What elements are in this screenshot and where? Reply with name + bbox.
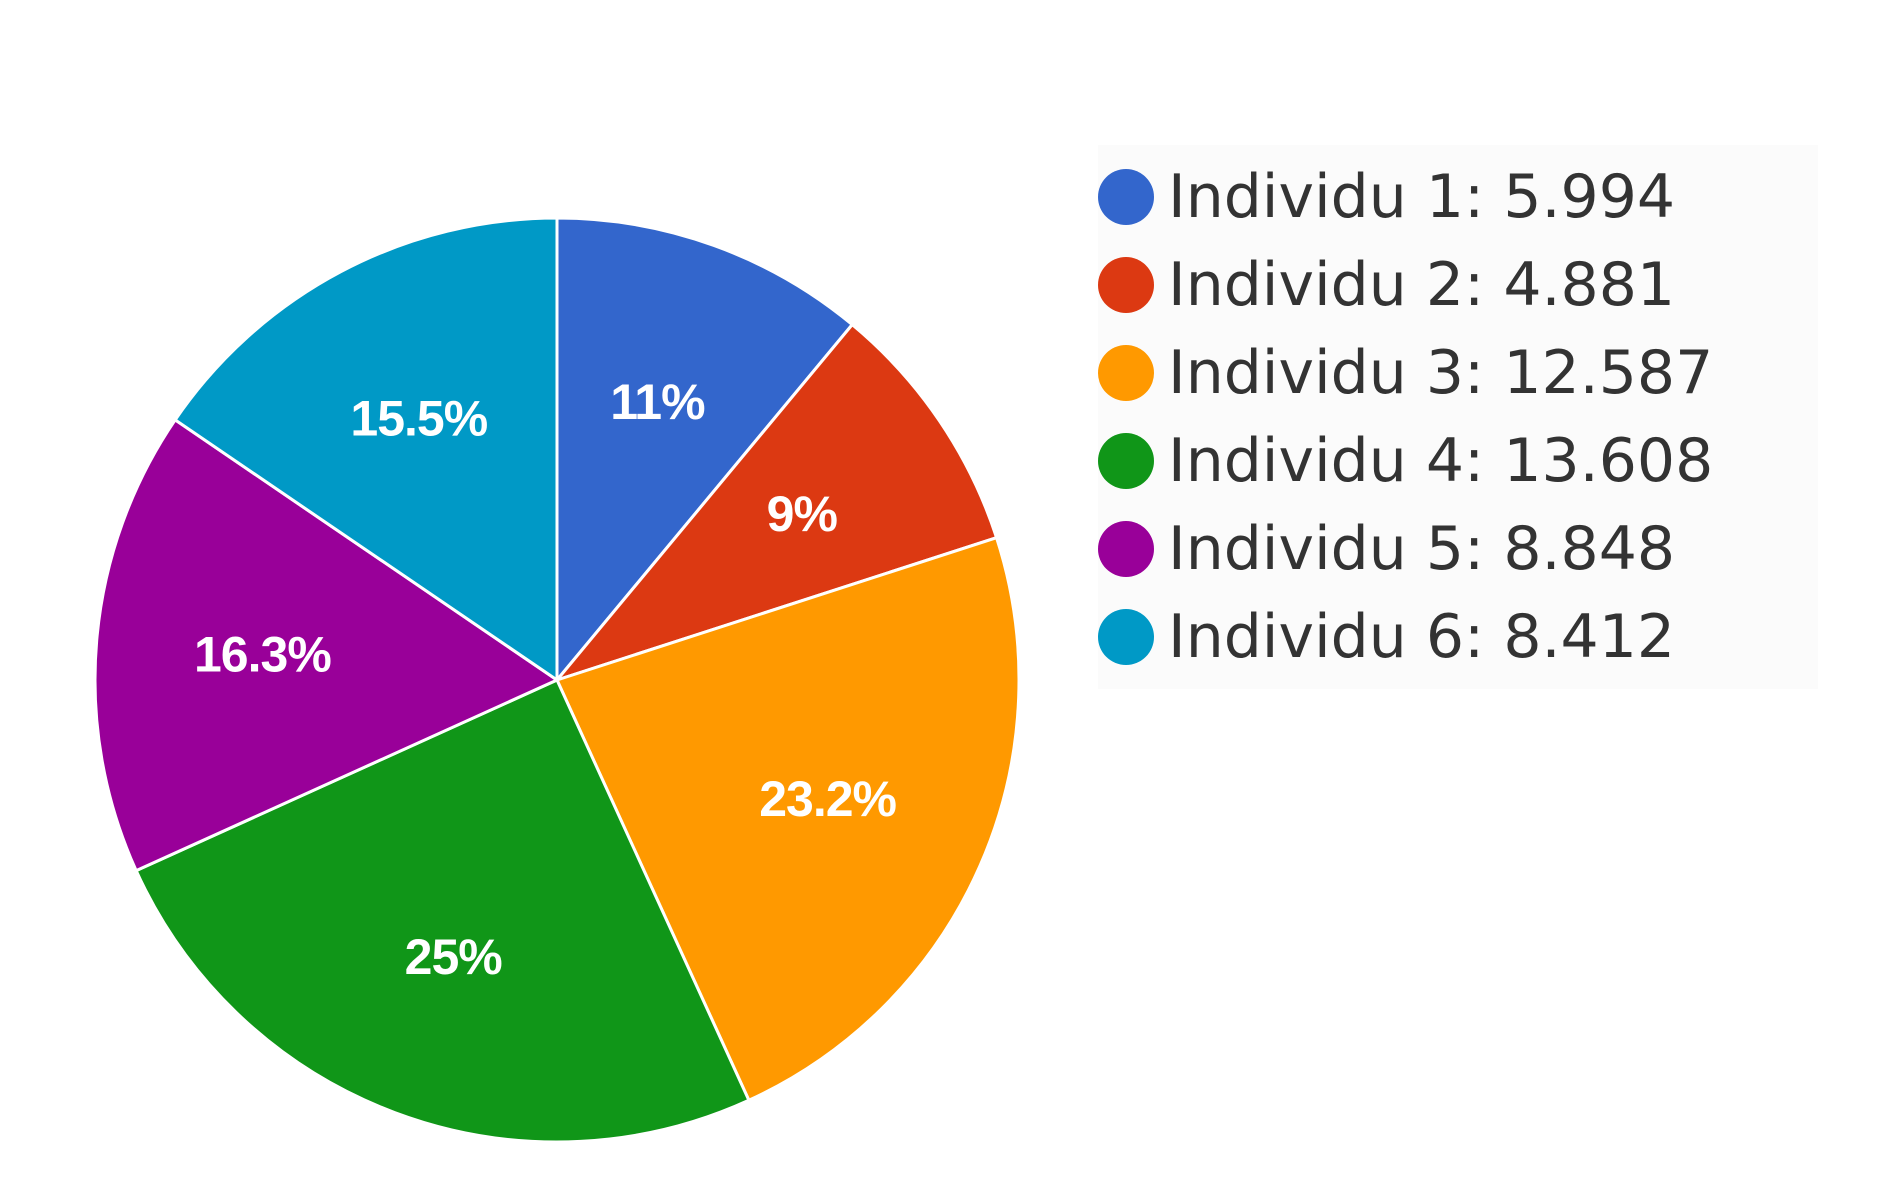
legend-label: Individu 1: 5.994 <box>1168 162 1676 232</box>
pie-slice-individu-3 <box>554 535 1021 1103</box>
legend-series-name: Individu 5 <box>1168 514 1465 584</box>
pie-slice-individu-4 <box>134 678 751 1144</box>
legend-label: Individu 4: 13.608 <box>1168 426 1714 496</box>
legend-color-dot-icon <box>1098 257 1154 313</box>
pie-slice-individu-5 <box>93 417 561 873</box>
legend-color-dot-icon <box>1098 433 1154 489</box>
slice-percent-label-3: 23.2% <box>759 771 896 827</box>
pie-slice-individu-2 <box>552 322 999 684</box>
legend-series-name: Individu 1 <box>1168 162 1465 232</box>
pie-slice-individu-1 <box>555 216 855 685</box>
legend-color-dot-icon <box>1098 609 1154 665</box>
slice-percent-label-4: 25% <box>405 929 503 985</box>
legend-series-name: Individu 4 <box>1168 426 1465 496</box>
legend-series-value: 8.412 <box>1503 602 1676 672</box>
legend-label: Individu 5: 8.848 <box>1168 514 1676 584</box>
legend-item-individu-6: Individu 6: 8.412 <box>1098 593 1818 681</box>
slice-percent-label-6: 15.5% <box>350 391 487 447</box>
legend-series-name: Individu 6 <box>1168 602 1465 672</box>
slice-percent-label-2: 9% <box>767 486 838 542</box>
legend-item-individu-2: Individu 2: 4.881 <box>1098 241 1818 329</box>
legend-item-individu-5: Individu 5: 8.848 <box>1098 505 1818 593</box>
slice-percent-label-5: 16.3% <box>194 627 331 683</box>
legend-series-name: Individu 2 <box>1168 250 1465 320</box>
legend-series-value: 5.994 <box>1503 162 1676 232</box>
legend-series-name: Individu 3 <box>1168 338 1465 408</box>
legend-label: Individu 2: 4.881 <box>1168 250 1676 320</box>
legend-series-value: 12.587 <box>1503 338 1714 408</box>
legend-color-dot-icon <box>1098 169 1154 225</box>
legend-label: Individu 3: 12.587 <box>1168 338 1714 408</box>
legend-color-dot-icon <box>1098 345 1154 401</box>
legend-series-value: 4.881 <box>1503 250 1676 320</box>
pie-slice-individu-6 <box>173 216 559 683</box>
legend-series-value: 8.848 <box>1503 514 1676 584</box>
slice-percent-label-1: 11% <box>610 374 705 430</box>
legend-item-individu-3: Individu 3: 12.587 <box>1098 329 1818 417</box>
legend-item-individu-1: Individu 1: 5.994 <box>1098 153 1818 241</box>
chart-legend: Individu 1: 5.994 Individu 2: 4.881 Indivi… <box>1098 145 1818 689</box>
legend-item-individu-4: Individu 4: 13.608 <box>1098 417 1818 505</box>
legend-label: Individu 6: 8.412 <box>1168 602 1676 672</box>
legend-color-dot-icon <box>1098 521 1154 577</box>
legend-series-value: 13.608 <box>1503 426 1714 496</box>
